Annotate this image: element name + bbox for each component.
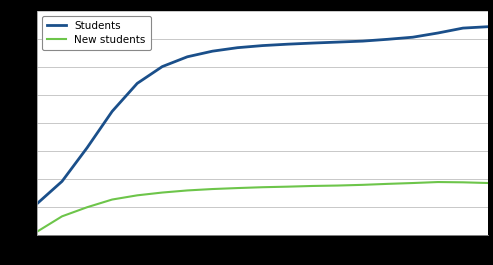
New students <box>385 182 391 186</box>
Students <box>435 32 441 35</box>
New students <box>109 198 115 201</box>
New students <box>460 181 466 184</box>
New students <box>435 180 441 184</box>
Students <box>410 36 416 39</box>
New students <box>210 187 215 191</box>
New students <box>84 206 90 209</box>
Students <box>159 65 165 68</box>
Students <box>310 42 316 45</box>
New students <box>360 183 366 187</box>
New students <box>335 184 341 187</box>
New students <box>34 230 40 233</box>
Legend: Students, New students: Students, New students <box>42 16 151 50</box>
New students <box>184 189 190 192</box>
Students <box>210 50 215 53</box>
Students <box>335 41 341 44</box>
Students <box>460 26 466 30</box>
Students <box>284 43 290 46</box>
Line: Students: Students <box>37 27 488 204</box>
Students <box>360 39 366 43</box>
Students <box>259 44 265 47</box>
New students <box>159 191 165 194</box>
Students <box>235 46 241 49</box>
Students <box>184 55 190 58</box>
Line: New students: New students <box>37 182 488 232</box>
Students <box>59 180 65 183</box>
Students <box>134 82 140 85</box>
New students <box>284 185 290 188</box>
New students <box>235 187 241 190</box>
Students <box>109 110 115 113</box>
New students <box>134 194 140 197</box>
Students <box>84 146 90 149</box>
Students <box>34 202 40 205</box>
New students <box>310 184 316 188</box>
New students <box>485 182 491 185</box>
New students <box>259 186 265 189</box>
Students <box>485 25 491 28</box>
New students <box>410 182 416 185</box>
Students <box>385 38 391 41</box>
New students <box>59 215 65 218</box>
